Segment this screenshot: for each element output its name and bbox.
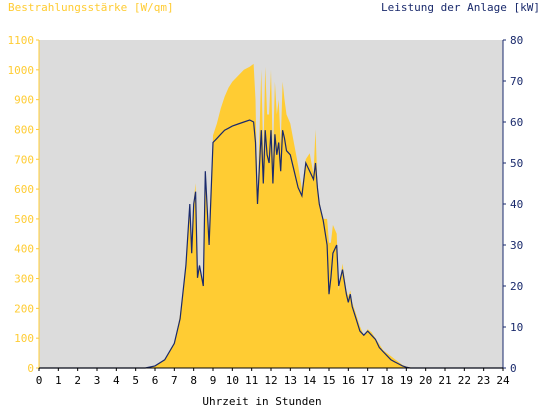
right-tick-label: 0 <box>510 362 517 375</box>
x-tick-label: 7 <box>171 374 178 387</box>
x-tick-label: 24 <box>496 374 510 387</box>
x-tick-label: 4 <box>113 374 120 387</box>
left-tick-label: 700 <box>14 153 34 166</box>
left-tick-label: 800 <box>14 123 34 136</box>
left-tick-label: 100 <box>14 332 34 345</box>
left-tick-label: 900 <box>14 94 34 107</box>
x-tick-label: 5 <box>132 374 139 387</box>
left-tick-label: 200 <box>14 302 34 315</box>
left-ticks: 0 100 200 300 400 500 600 700 800 900 1000 1100 <box>8 34 39 375</box>
x-tick-label: 9 <box>210 374 217 387</box>
left-axis-label: Bestrahlungsstärke [W/qm] <box>8 1 174 14</box>
x-tick-label: 12 <box>264 374 277 387</box>
x-tick-label: 11 <box>245 374 258 387</box>
x-tick-label: 8 <box>190 374 197 387</box>
right-tick-label: 60 <box>510 116 523 129</box>
x-tick-label: 1 <box>55 374 62 387</box>
x-tick-label: 17 <box>361 374 374 387</box>
right-tick-label: 50 <box>510 157 523 170</box>
x-tick-label: 18 <box>380 374 393 387</box>
power-line <box>39 119 503 369</box>
right-axis-label: Leistung der Anlage [kW] <box>381 1 540 14</box>
left-tick-label: 500 <box>14 213 34 226</box>
right-tick-label: 20 <box>510 280 523 293</box>
x-tick-label: 22 <box>458 374 471 387</box>
irradiance-area <box>39 63 503 369</box>
left-tick-label: 1000 <box>8 64 35 77</box>
x-tick-label: 19 <box>400 374 413 387</box>
x-tick-label: 10 <box>226 374 239 387</box>
x-tick-label: 20 <box>419 374 432 387</box>
x-tick-label: 3 <box>94 374 101 387</box>
left-tick-label: 400 <box>14 243 34 256</box>
right-tick-label: 80 <box>510 34 523 47</box>
x-ticks: 0 1 2 3 4 5 6 7 8 9 10 11 12 13 14 15 16 17 18 19 20 21 22 23 24 <box>36 368 510 387</box>
right-tick-label: 10 <box>510 321 523 334</box>
left-tick-label: 1100 <box>8 34 35 47</box>
x-axis-label: Uhrzeit in Stunden <box>202 395 321 408</box>
right-tick-label: 30 <box>510 239 523 252</box>
x-tick-label: 23 <box>477 374 490 387</box>
left-tick-label: 300 <box>14 273 34 286</box>
x-tick-label: 2 <box>74 374 81 387</box>
x-tick-label: 21 <box>438 374 451 387</box>
left-tick-label: 600 <box>14 183 34 196</box>
x-tick-label: 13 <box>284 374 297 387</box>
x-tick-label: 6 <box>152 374 159 387</box>
x-tick-label: 14 <box>303 374 317 387</box>
right-tick-label: 40 <box>510 198 523 211</box>
right-tick-label: 70 <box>510 75 523 88</box>
x-tick-label: 0 <box>36 374 43 387</box>
x-tick-label: 16 <box>342 374 355 387</box>
left-tick-label: 0 <box>27 362 34 375</box>
right-ticks: 0 10 20 30 40 50 60 70 80 <box>503 34 523 375</box>
x-tick-label: 15 <box>322 374 335 387</box>
